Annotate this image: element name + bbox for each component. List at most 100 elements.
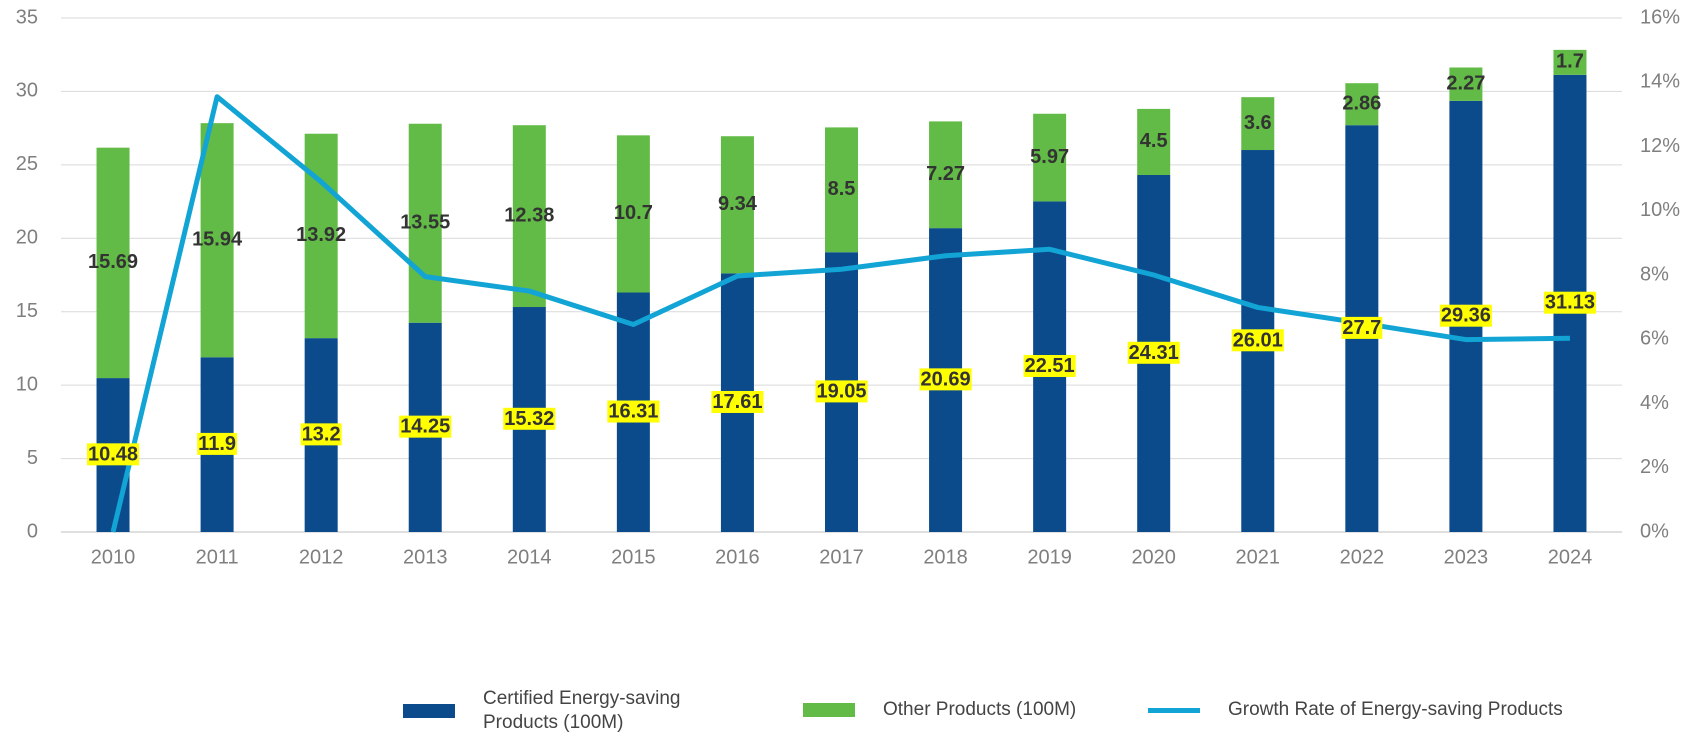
data-label-bg <box>1543 291 1596 314</box>
x-tick-label: 2023 <box>1444 546 1489 568</box>
x-tick-label: 2014 <box>507 546 552 568</box>
y-tick-label: 20 <box>16 227 38 249</box>
legend-item: Growth Rate of Energy-saving Products <box>1148 699 1563 721</box>
x-tick-label: 2013 <box>403 546 448 568</box>
x-tick-label: 2020 <box>1131 546 1176 568</box>
data-label-group: 11.9 <box>197 432 238 455</box>
y2-tick-label: 14% <box>1640 71 1680 93</box>
data-label-group: 10.48 <box>87 443 140 466</box>
data-label-bg <box>1023 354 1076 377</box>
data-label-group: 14.25 <box>399 415 452 438</box>
data-label-group: 15.32 <box>503 407 556 430</box>
bar <box>1345 83 1379 126</box>
legend-swatch <box>1148 707 1200 713</box>
data-label-bg <box>815 380 868 403</box>
x-tick-label: 2019 <box>1027 546 1072 568</box>
data-label: 15.94 <box>192 228 243 250</box>
x-tick-label: 2010 <box>91 546 136 568</box>
chart: 0 5 10 15 20 25 30 35 0% 2% 4% 6% 8% 10% 12% 14% 16% 2010… <box>16 6 1680 568</box>
data-label-group: 13.2 <box>300 423 342 446</box>
data-label-group: 26.01 <box>1231 329 1284 352</box>
data-label: 12.38 <box>504 204 554 226</box>
data-label-bg <box>1127 341 1180 364</box>
x-tick-label: 2016 <box>715 546 760 568</box>
data-label: 9.34 <box>718 193 758 215</box>
data-label-group: 22.51 <box>1023 354 1076 377</box>
bar <box>200 123 234 358</box>
data-label: 11.9 <box>198 433 236 455</box>
legend-label: Growth Rate of Energy-saving Products <box>1228 699 1563 720</box>
x-tick-label: 2024 <box>1548 546 1593 568</box>
bar <box>512 125 546 308</box>
y2-tick-label: 10% <box>1640 199 1680 221</box>
data-label: 13.55 <box>400 212 450 234</box>
legend-swatch <box>403 704 455 718</box>
data-label: 2.86 <box>1342 92 1381 114</box>
bar <box>408 123 442 323</box>
data-label: 7.27 <box>926 163 965 185</box>
data-label-group: 19.05 <box>815 380 868 403</box>
data-label: 19.05 <box>816 380 866 402</box>
legend-label: Certified Energy-saving Products (100M) <box>483 688 681 733</box>
data-label: 24.31 <box>1129 342 1179 364</box>
data-label: 15.69 <box>88 251 138 273</box>
data-label: 5.97 <box>1030 146 1069 168</box>
data-label: 3.6 <box>1244 112 1272 134</box>
data-label-bg <box>87 443 140 466</box>
data-label-bg <box>300 423 342 446</box>
y-tick-label: 30 <box>16 80 38 102</box>
data-label: 4.5 <box>1140 130 1168 152</box>
data-label-bg <box>399 415 452 438</box>
data-label: 16.31 <box>608 401 658 423</box>
y2-tick-label: 2% <box>1640 456 1669 478</box>
bar <box>825 127 858 253</box>
data-label-group: 16.31 <box>607 400 660 423</box>
data-label-group: 29.36 <box>1439 304 1492 327</box>
y-tick-label: 35 <box>16 6 38 28</box>
y2-tick-label: 6% <box>1640 328 1669 350</box>
y2-tick-label: 16% <box>1640 6 1680 28</box>
data-label-group: 12.38 <box>504 204 554 226</box>
data-label-group: 15.94 <box>192 228 243 250</box>
bar <box>1553 49 1587 75</box>
data-label: 8.5 <box>828 178 856 200</box>
data-label-bg <box>197 432 238 455</box>
data-label: 27.7 <box>1342 317 1381 339</box>
x-tick-label: 2017 <box>819 546 864 568</box>
data-label-bg <box>503 407 556 430</box>
data-label-group: 13.92 <box>296 224 346 246</box>
x-tick-label: 2018 <box>923 546 968 568</box>
data-label-bg <box>1341 316 1383 339</box>
data-label-group: 3.6 <box>1244 112 1272 134</box>
bar <box>929 121 963 229</box>
y-tick-label: 25 <box>16 153 38 175</box>
data-label-group: 8.5 <box>828 178 856 200</box>
legend: Certified Energy-saving Products (100M) O… <box>0 687 1706 747</box>
legend-item: Certified Energy-saving Products (100M) <box>403 687 713 735</box>
data-label-bg <box>919 368 972 391</box>
data-label: 14.25 <box>400 416 450 438</box>
y2-tick-label: 4% <box>1640 392 1669 414</box>
bar <box>720 136 754 274</box>
data-label: 1.7 <box>1556 51 1584 73</box>
x-tick-label: 2011 <box>196 546 239 568</box>
y2-tick-label: 8% <box>1640 263 1669 285</box>
x-tick-label: 2015 <box>611 546 656 568</box>
data-label-group: 5.97 <box>1030 146 1069 168</box>
data-label-group: 15.69 <box>88 251 138 273</box>
data-label: 31.13 <box>1545 292 1595 314</box>
data-label: 10.7 <box>614 202 653 224</box>
bar <box>1033 113 1067 202</box>
data-label: 10.48 <box>88 443 138 465</box>
data-label-group: 24.31 <box>1127 341 1180 364</box>
data-label: 2.27 <box>1446 72 1485 94</box>
legend-item: Other Products (100M) <box>803 699 1076 721</box>
data-label-group: 27.7 <box>1341 316 1383 339</box>
data-label: 13.92 <box>296 224 346 246</box>
data-label-group: 1.7 <box>1556 51 1584 73</box>
x-tick-label: 2012 <box>299 546 344 568</box>
data-label: 20.69 <box>921 368 971 390</box>
legend-swatch <box>803 703 855 717</box>
data-label-group: 17.61 <box>711 390 764 413</box>
